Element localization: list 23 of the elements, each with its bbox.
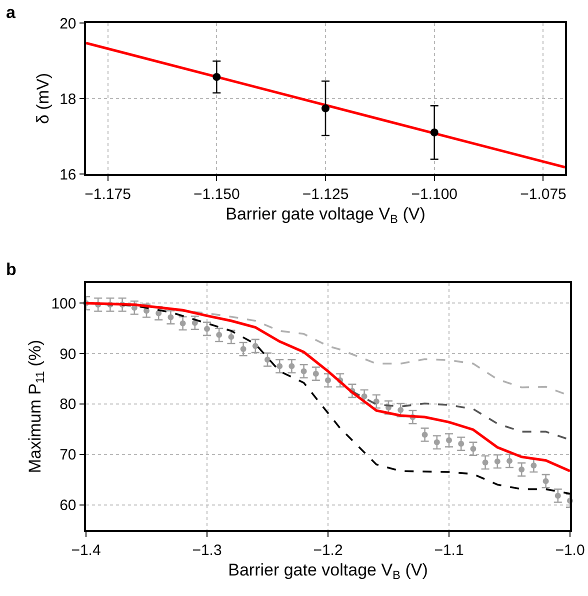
y-axis-title: δ (mV) xyxy=(34,72,53,124)
y-tick-label: 100 xyxy=(51,295,76,312)
x-axis-title: Barrier gate voltage V$_{B}$ (V) xyxy=(228,560,428,582)
chart-title: a xyxy=(6,3,16,22)
y-tick-label: 70 xyxy=(60,446,76,464)
x-tick-label: −1.3 xyxy=(192,542,222,559)
chart-title: b xyxy=(6,260,16,279)
x-tick-label: −1.175 xyxy=(84,186,131,203)
x-tick-label: −1.0 xyxy=(555,542,585,559)
y-tick-label: 80 xyxy=(60,396,76,414)
y-tick-label: 16 xyxy=(60,166,76,184)
x-tick-label: −1.100 xyxy=(411,186,458,203)
x-tick-label: −1.150 xyxy=(193,186,240,203)
x-tick-label: −1.2 xyxy=(313,542,343,559)
x-tick-label: −1.1 xyxy=(434,542,464,559)
y-tick-label: 18 xyxy=(60,90,76,108)
y-tick-label: 90 xyxy=(60,346,76,363)
x-tick-label: −1.4 xyxy=(71,542,101,559)
y-tick-label: 20 xyxy=(60,15,76,32)
x-tick-label: −1.125 xyxy=(302,186,349,203)
x-tick-label: −1.075 xyxy=(520,186,566,203)
x-axis-title: Barrier gate voltage V$_{B}$ (V) xyxy=(226,204,426,226)
y-tick-label: 60 xyxy=(60,497,76,514)
